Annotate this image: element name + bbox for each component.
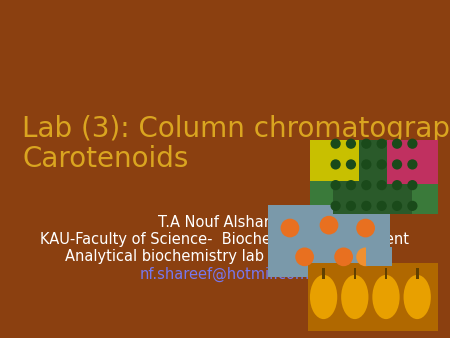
Bar — [310, 140, 438, 214]
Bar — [387, 140, 438, 185]
Circle shape — [334, 247, 353, 266]
Ellipse shape — [372, 275, 400, 319]
Bar — [385, 268, 387, 279]
Circle shape — [407, 180, 418, 190]
Circle shape — [330, 159, 341, 170]
Circle shape — [377, 139, 387, 149]
Circle shape — [356, 247, 375, 266]
Bar — [333, 140, 412, 214]
Text: Analytical biochemistry lab (Bioc 343) 2012: Analytical biochemistry lab (Bioc 343) 2… — [65, 249, 385, 264]
Circle shape — [346, 201, 356, 211]
Circle shape — [281, 219, 299, 237]
Ellipse shape — [310, 275, 337, 319]
Text: KAU-Faculty of Science-  Biochemistry department: KAU-Faculty of Science- Biochemistry dep… — [40, 232, 410, 247]
Circle shape — [361, 180, 371, 190]
Bar — [416, 268, 418, 279]
Bar — [308, 263, 438, 331]
Circle shape — [346, 139, 356, 149]
Circle shape — [346, 159, 356, 170]
Bar — [365, 247, 392, 266]
Circle shape — [392, 139, 402, 149]
Circle shape — [392, 201, 402, 211]
Circle shape — [361, 139, 371, 149]
Ellipse shape — [404, 275, 431, 319]
Text: Lab (3): Column chromatography of: Lab (3): Column chromatography of — [22, 115, 450, 143]
Circle shape — [407, 139, 418, 149]
Text: Carotenoids: Carotenoids — [22, 145, 189, 173]
Circle shape — [295, 247, 314, 266]
Bar — [268, 205, 390, 277]
Circle shape — [392, 159, 402, 170]
Bar — [322, 268, 325, 279]
Circle shape — [377, 159, 387, 170]
Circle shape — [377, 201, 387, 211]
Circle shape — [330, 139, 341, 149]
Circle shape — [392, 180, 402, 190]
Circle shape — [356, 219, 375, 237]
Ellipse shape — [341, 275, 369, 319]
Circle shape — [320, 216, 338, 235]
Circle shape — [330, 201, 341, 211]
Circle shape — [407, 159, 418, 170]
Text: nf.shareef@hotmil.com: nf.shareef@hotmil.com — [140, 267, 310, 282]
Bar — [354, 268, 356, 279]
Bar — [310, 140, 359, 181]
Circle shape — [377, 180, 387, 190]
Circle shape — [346, 180, 356, 190]
Circle shape — [407, 201, 418, 211]
Circle shape — [330, 180, 341, 190]
Text: T.A Nouf Alshareef: T.A Nouf Alshareef — [158, 215, 292, 230]
Circle shape — [361, 159, 371, 170]
Circle shape — [361, 201, 371, 211]
